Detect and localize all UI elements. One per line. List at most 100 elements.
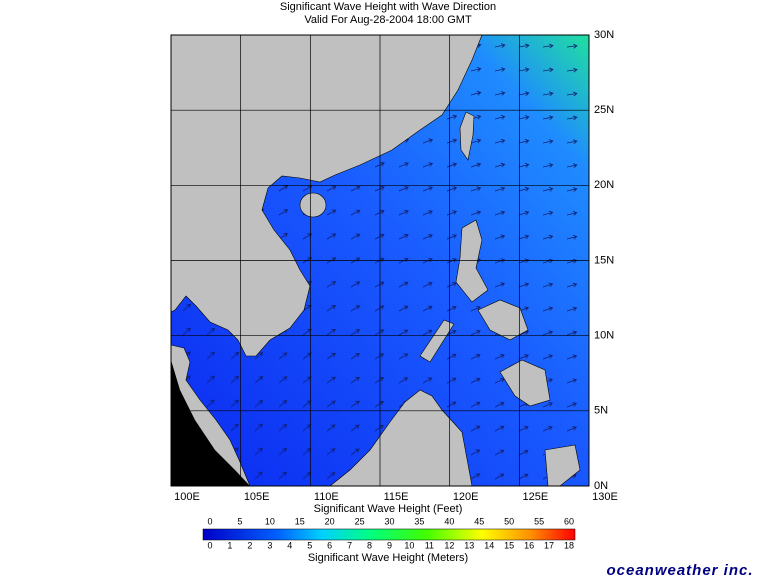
wave-arrow bbox=[494, 449, 505, 456]
wave-arrow bbox=[518, 91, 530, 96]
wave-arrow bbox=[446, 210, 458, 216]
wave-arrow bbox=[494, 234, 506, 240]
wave-arrow bbox=[566, 43, 578, 49]
colorbar-tick-label: 10 bbox=[265, 516, 275, 526]
wave-arrow bbox=[494, 67, 506, 72]
wave-arrow bbox=[230, 423, 239, 432]
wave-arrow bbox=[542, 115, 554, 121]
wave-arrow bbox=[470, 425, 481, 432]
lon-label: 115E bbox=[384, 491, 409, 503]
wave-arrow bbox=[566, 282, 578, 288]
wave-arrow bbox=[518, 449, 529, 456]
wave-arrow bbox=[398, 281, 409, 288]
wave-arrow bbox=[374, 424, 384, 432]
land-luzon bbox=[455, 219, 489, 303]
wave-arrow bbox=[374, 281, 385, 288]
colorbar bbox=[202, 528, 576, 541]
wave-arrow bbox=[542, 67, 554, 73]
lat-label: 20N bbox=[594, 179, 614, 191]
colorbar-tick-label: 5 bbox=[307, 540, 312, 550]
colorbar-tick-label: 9 bbox=[387, 540, 392, 550]
wave-arrow bbox=[518, 354, 529, 360]
land-taiwan bbox=[459, 111, 475, 161]
wave-arrow bbox=[446, 186, 458, 192]
wave-arrow bbox=[518, 67, 530, 73]
wave-arrow bbox=[446, 305, 457, 312]
colorbar-tick-label: 0 bbox=[207, 540, 212, 550]
colorbar-tick-label: 1 bbox=[227, 540, 232, 550]
wave-arrow bbox=[326, 328, 336, 336]
wave-arrow bbox=[566, 187, 578, 192]
wave-arrow bbox=[566, 354, 578, 360]
wave-arrow bbox=[350, 424, 360, 432]
wave-arrow bbox=[446, 258, 457, 264]
wave-arrow bbox=[518, 162, 530, 168]
wave-arrow bbox=[254, 376, 264, 384]
wave-arrow bbox=[470, 67, 482, 72]
wave-arrow bbox=[566, 402, 578, 408]
colorbar-tick-label: 14 bbox=[484, 540, 494, 550]
map bbox=[170, 34, 590, 487]
wave-arrow bbox=[326, 376, 336, 384]
wave-arrow bbox=[494, 43, 506, 49]
wave-arrow bbox=[470, 162, 482, 168]
wave-arrow bbox=[230, 399, 239, 408]
colorbar-tick-label: 3 bbox=[267, 540, 272, 550]
wave-arrow bbox=[542, 306, 554, 312]
wave-arrow bbox=[326, 185, 337, 192]
wave-arrow bbox=[422, 377, 433, 384]
land-mindanao bbox=[499, 359, 551, 407]
wave-arrow bbox=[566, 426, 577, 432]
wave-arrow bbox=[542, 43, 554, 49]
wave-arrow bbox=[350, 209, 361, 216]
wave-arrow bbox=[446, 162, 458, 168]
colorbar-tick-label: 40 bbox=[444, 516, 454, 526]
wave-arrow bbox=[422, 305, 433, 312]
wave-arrow bbox=[326, 209, 337, 216]
wave-arrow bbox=[542, 163, 554, 168]
wave-arrow bbox=[254, 447, 263, 456]
wave-arrow bbox=[518, 210, 530, 216]
wave-arrow bbox=[278, 447, 288, 456]
land-visayas bbox=[477, 299, 529, 341]
colorbar-tick-label: 20 bbox=[325, 516, 335, 526]
wave-arrow bbox=[350, 305, 361, 312]
wave-arrow bbox=[470, 138, 482, 144]
land-shadow bbox=[171, 360, 250, 486]
wave-arrow bbox=[230, 375, 240, 384]
wave-arrow bbox=[494, 473, 505, 480]
land-hainan bbox=[299, 192, 327, 218]
wave-arrow bbox=[278, 423, 288, 432]
wave-arrow bbox=[374, 305, 385, 312]
land-borneo bbox=[329, 389, 473, 487]
wave-arrow bbox=[470, 329, 481, 336]
land-sulawesi bbox=[544, 444, 581, 487]
wave-arrow bbox=[182, 327, 191, 336]
wave-arrow bbox=[470, 449, 481, 456]
colorbar-tick-label: 15 bbox=[504, 540, 514, 550]
wave-arrow bbox=[542, 426, 553, 432]
colorbar-tick-label: 35 bbox=[414, 516, 424, 526]
wave-arrow bbox=[470, 306, 481, 312]
wave-arrow bbox=[350, 400, 360, 408]
wave-arrow bbox=[278, 400, 288, 408]
wave-arrow bbox=[254, 352, 264, 360]
wave-arrow bbox=[542, 91, 554, 97]
lat-label: 10N bbox=[594, 330, 614, 342]
wave-arrow bbox=[326, 448, 336, 456]
wave-arrow bbox=[494, 210, 506, 216]
colorbar-tick-label: 30 bbox=[384, 516, 394, 526]
wave-arrow bbox=[446, 234, 457, 240]
wave-arrow bbox=[518, 282, 530, 288]
wave-arrow bbox=[350, 376, 360, 384]
title: Significant Wave Height with Wave Direct… bbox=[280, 1, 496, 13]
wave-arrow bbox=[494, 282, 506, 288]
wave-arrow bbox=[566, 163, 578, 168]
colorbar-tick-label: 4 bbox=[287, 540, 292, 550]
wave-arrow bbox=[422, 281, 433, 288]
wave-arrow bbox=[446, 401, 457, 408]
wave-arrow bbox=[302, 376, 312, 384]
colorbar-meters-title: Significant Wave Height (Meters) bbox=[308, 552, 468, 564]
wave-arrow bbox=[494, 114, 506, 120]
wave-arrow bbox=[350, 329, 361, 336]
